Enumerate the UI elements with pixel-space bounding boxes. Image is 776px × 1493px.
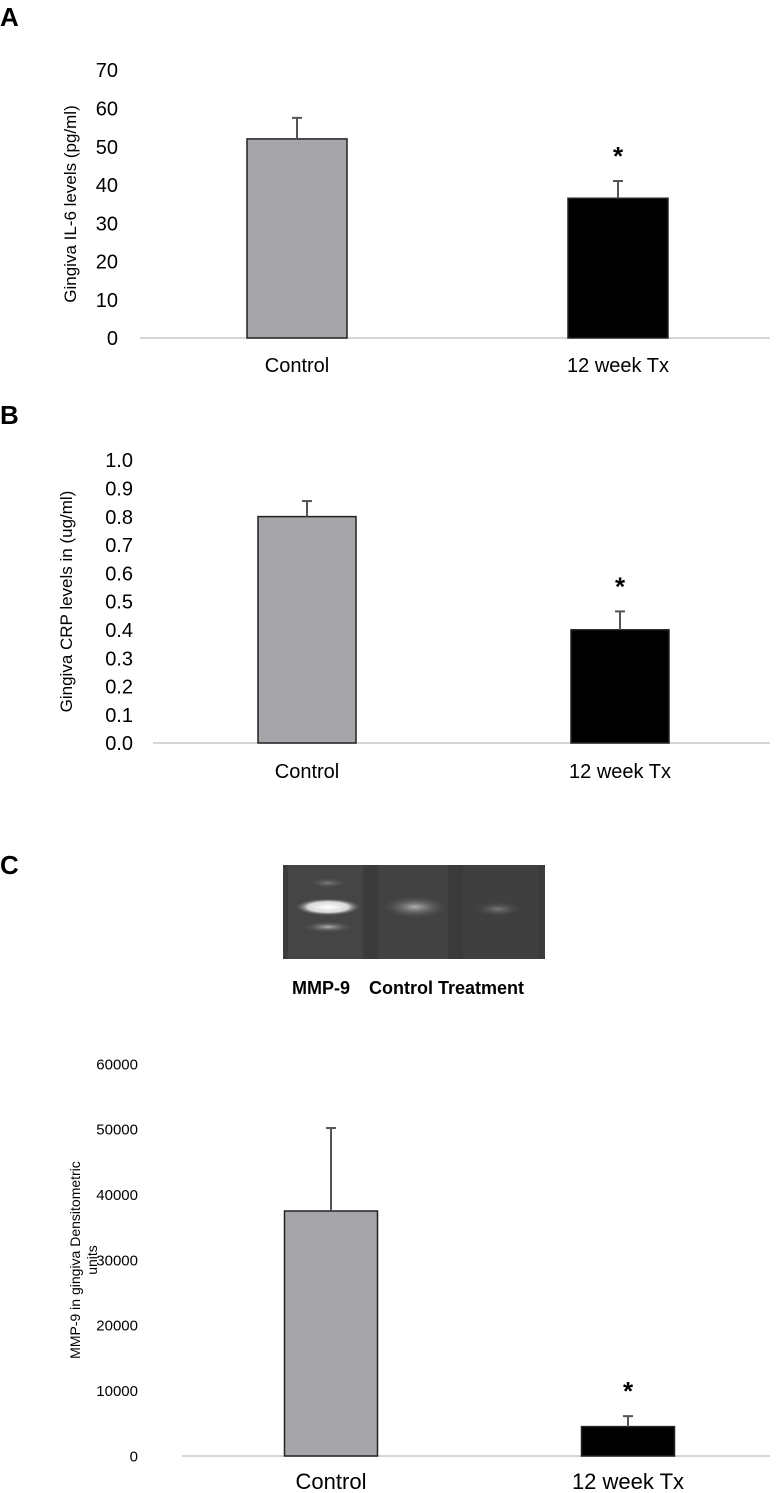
category-label: Control: [275, 761, 339, 783]
category-label: Control: [265, 355, 329, 377]
panel-letter-c: C: [0, 850, 19, 880]
il6-bar-chart: 0 10 20 30 40 50 60 70 Control * 12 week Tx Gingiva…: [61, 60, 770, 377]
y-tick-label: 50: [96, 137, 118, 159]
bar-treatment: [570, 629, 670, 744]
y-tick-label: 0.6: [105, 563, 133, 585]
bar-treatment: [580, 1425, 676, 1457]
y-tick-label: 0.9: [105, 479, 133, 501]
y-tick-label: 30: [96, 213, 118, 235]
panel-letter-a: A: [0, 2, 19, 32]
crp-bar-chart: 0.0 0.1 0.2 0.3 0.4 0.5 0.6 0.7 0.8 0.9 1.0 Control…: [57, 450, 770, 783]
y-tick-label: 50000: [96, 1122, 138, 1139]
y-tick-label: 0.2: [105, 677, 133, 699]
category-label: 12 week Tx: [567, 355, 669, 377]
bar-treatment: [567, 197, 669, 339]
bar-control: [283, 1210, 379, 1457]
significance-marker: *: [615, 571, 626, 601]
category-label: 12 week Tx: [569, 761, 671, 783]
y-tick-label: 60000: [96, 1056, 138, 1073]
ladder-band-upper: [294, 898, 362, 916]
y-tick-label: 0.1: [105, 705, 133, 727]
y-tick-label: 0.3: [105, 648, 133, 670]
control-band: [379, 895, 451, 919]
y-tick-label: 0.8: [105, 507, 133, 529]
y-tick-label: 30000: [96, 1252, 138, 1269]
gel-lane-labels: MMP-9 Control Treatment: [292, 978, 524, 999]
gel-label-lanes: Control Treatment: [369, 978, 525, 998]
y-axis-label: MMP-9 in gingiva Densitometricunits: [67, 1161, 100, 1359]
y-tick-label: 60: [96, 98, 118, 120]
y-tick-label: 20: [96, 252, 118, 274]
y-tick-label: 10000: [96, 1383, 138, 1400]
ladder-band-lower: [300, 921, 356, 933]
ladder-band-top: [306, 877, 350, 889]
category-label: Control: [296, 1469, 367, 1493]
y-tick-label: 0.7: [105, 535, 133, 557]
significance-marker: *: [623, 1376, 634, 1406]
category-label: 12 week Tx: [572, 1469, 684, 1493]
y-tick-label: 0.0: [105, 733, 133, 755]
y-tick-label: 10: [96, 290, 118, 312]
significance-marker: *: [613, 141, 624, 171]
gel-bands: [283, 865, 545, 959]
bar-control: [257, 515, 357, 744]
y-tick-label: 0: [130, 1448, 138, 1465]
y-tick-label: 40: [96, 175, 118, 197]
y-tick-label: 40000: [96, 1187, 138, 1204]
y-axis-label: Gingiva IL-6 levels (pg/ml): [61, 105, 80, 302]
zymogram-gel-image: [283, 865, 545, 959]
y-tick-label: 0.4: [105, 620, 133, 642]
y-tick-label: 0: [107, 328, 118, 350]
gel-label-ladder: MMP-9: [292, 978, 350, 998]
y-axis-label: Gingiva CRP levels in (ug/ml): [57, 491, 76, 713]
treatment-band: [472, 901, 524, 917]
y-tick-label: 0.5: [105, 592, 133, 614]
y-tick-label: 70: [96, 60, 118, 82]
y-tick-label: 20000: [96, 1318, 138, 1335]
panel-letter-b: B: [0, 400, 19, 430]
y-tick-label: 1.0: [105, 450, 133, 472]
